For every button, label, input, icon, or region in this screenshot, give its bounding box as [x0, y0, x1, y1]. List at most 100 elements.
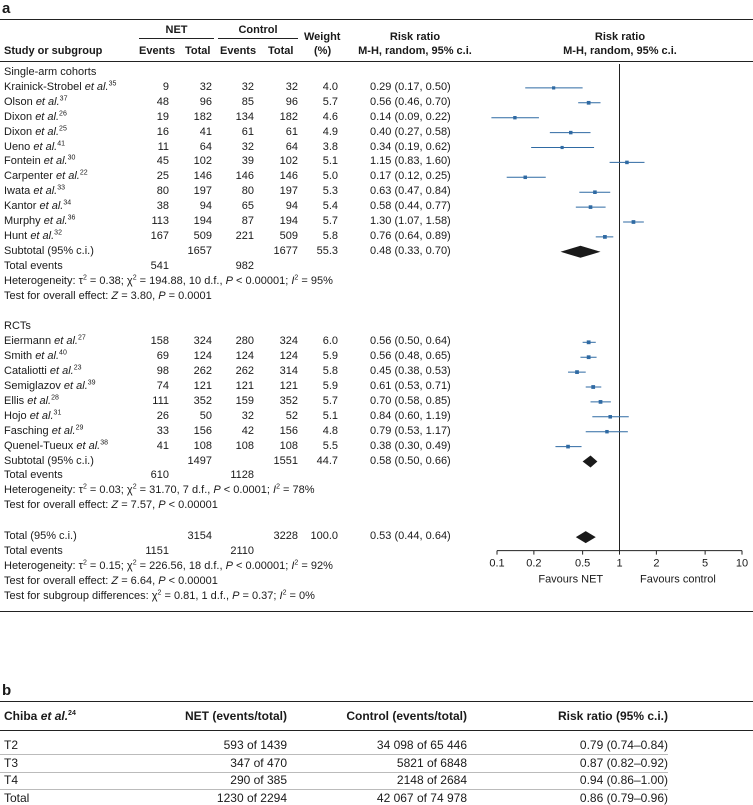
text-fragment: < 0.00001: [165, 499, 218, 512]
risk-ratio-text: 0.56 (0.48, 0.65): [370, 350, 451, 363]
total-events-label: Total events: [4, 469, 63, 482]
text-fragment: = 0.81, 1 d.f.,: [161, 589, 233, 602]
text-fragment: 37: [59, 95, 68, 103]
control-header-rule: [218, 38, 298, 39]
text-fragment: I: [279, 589, 283, 602]
cell-t1: 156: [193, 424, 212, 437]
panel-b-label: b: [2, 682, 12, 699]
table-b-net: 1230 of 2294: [216, 790, 287, 805]
risk-ratio-text: 0.34 (0.19, 0.62): [370, 140, 451, 153]
cell-t1: 32: [199, 80, 212, 93]
text-fragment: 41: [57, 139, 66, 147]
text-fragment: 31: [53, 409, 62, 417]
text-fragment: 36: [67, 214, 76, 222]
cell-t2: 314: [279, 365, 298, 378]
text-fragment: = 95%: [298, 274, 333, 287]
cell-e1: 158: [150, 335, 169, 348]
text-fragment: 25: [59, 124, 67, 132]
text-fragment: < 0.00001: [165, 574, 218, 587]
cell-t2: 61: [285, 125, 298, 138]
study-header: Study or subgroup: [4, 45, 103, 57]
top-rule: [0, 19, 753, 20]
risk-ratio-text: 0.76 (0.64, 0.89): [370, 229, 451, 242]
cell-e2: 42: [241, 424, 254, 437]
cell-t2: 146: [279, 170, 298, 183]
subtotal-label: Subtotal (95% c.i.): [4, 454, 94, 467]
point-estimate-marker: [552, 86, 556, 90]
risk-ratio-text: 0.70 (0.58, 0.85): [370, 394, 451, 407]
study-name: Ellis et al.28: [4, 394, 59, 408]
text-fragment: 23: [73, 364, 82, 372]
text-fragment: et al.: [39, 200, 64, 213]
cell-t1: 96: [199, 95, 212, 108]
table-b-rr-header: Risk ratio (95% c.i.): [557, 709, 668, 723]
point-estimate-marker: [625, 160, 629, 165]
group-title: Single-arm cohorts: [4, 66, 97, 78]
table-b-control-header: Control (events/total): [346, 709, 467, 723]
cell-t1: 108: [193, 439, 212, 452]
table-b-row-rule: [0, 754, 668, 755]
text-fragment: et al.: [35, 350, 60, 363]
cell-e2: 32: [241, 409, 254, 422]
study-name: Dixon et al.26: [4, 110, 67, 124]
text-fragment: = 92%: [298, 559, 333, 572]
text-fragment: < 0.00001;: [232, 559, 292, 572]
x-tick-label: 10: [736, 558, 748, 570]
cell-w: 4.9: [322, 125, 338, 138]
study-name: Eiermann et al.27: [4, 335, 86, 348]
text-fragment: 35: [108, 80, 117, 88]
study-name: Dixon et al.25: [4, 124, 67, 139]
cell-e1: 167: [150, 229, 169, 242]
text-fragment: = 78%: [279, 484, 315, 497]
text-fragment: I: [291, 559, 295, 572]
cell-t2: 156: [279, 424, 298, 437]
stat-line-heterogeneity: Heterogeneity: τ2 = 0.15; χ2 = 226.56, 1…: [4, 559, 333, 573]
cell-e1: 26: [156, 409, 169, 422]
header-rule: [0, 61, 753, 62]
cell-e1: 1151: [145, 545, 169, 557]
cell-e1: 98: [156, 365, 169, 378]
point-estimate-marker: [566, 444, 570, 449]
cell-t1: 1497: [187, 454, 212, 467]
text-fragment: Olson: [4, 95, 33, 108]
plot-method-header: M-H, random, 95% c.i.: [563, 45, 677, 57]
text-fragment: 2: [157, 589, 162, 597]
cell-e1: 41: [156, 439, 169, 452]
study-name: Carpenter et al.22: [4, 170, 88, 183]
text-fragment: P: [213, 484, 221, 497]
table-b-row-rule: [0, 771, 668, 773]
cell-t1: 194: [193, 215, 212, 227]
cell-t2: 64: [285, 140, 298, 153]
text-fragment: = 226.56, 18 d.f.,: [136, 559, 226, 572]
point-estimate-marker: [575, 370, 579, 374]
cell-t1: 41: [199, 125, 212, 138]
text-fragment: 2: [82, 559, 87, 567]
study-name: Ueno et al.41: [4, 139, 66, 154]
stat-line-overall: Test for overall effect: Z = 6.64, P < 0…: [4, 575, 218, 588]
table-b-control: 5821 of 6848: [396, 755, 467, 770]
text-fragment: < 0.00001;: [232, 274, 292, 287]
cell-e2: 85: [241, 95, 254, 108]
cell-t1: 1657: [187, 244, 212, 257]
net-total-header: Total: [185, 45, 211, 57]
cell-e2: 121: [235, 380, 254, 392]
plot-header: Risk ratio: [594, 31, 646, 43]
cell-e2: 982: [235, 259, 254, 272]
table-b-net: 290 of 385: [230, 773, 287, 787]
cell-t1: 102: [193, 155, 212, 168]
text-fragment: et al.: [54, 335, 78, 348]
cell-e1: 111: [152, 394, 169, 407]
cell-t2: 3228: [273, 530, 298, 543]
risk-ratio-text: 0.56 (0.50, 0.64): [370, 335, 451, 348]
cell-e1: 25: [156, 170, 169, 183]
stat-line-subgroup: Test for subgroup differences: χ2 = 0.81…: [4, 589, 315, 603]
cell-w: 5.7: [322, 215, 338, 227]
cell-t2: 324: [279, 335, 298, 348]
point-estimate-marker: [586, 355, 591, 360]
cell-e2: 80: [241, 185, 254, 198]
cell-w: 5.9: [322, 350, 338, 363]
cell-t2: 182: [279, 110, 298, 123]
text-fragment: Test for overall effect:: [4, 499, 112, 512]
risk-ratio-text: 1.15 (0.83, 1.60): [370, 155, 451, 168]
study-name: Murphy et al.36: [4, 214, 76, 228]
